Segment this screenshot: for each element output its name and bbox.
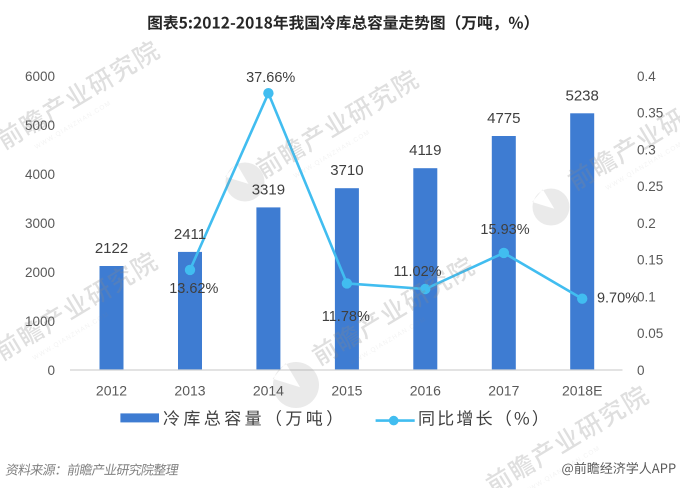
svg-text:0: 0 [47, 363, 55, 378]
svg-text:4775: 4775 [487, 110, 520, 127]
svg-text:11.02%: 11.02% [393, 264, 441, 280]
svg-text:2014: 2014 [253, 383, 284, 399]
svg-text:0: 0 [637, 363, 645, 378]
svg-text:2000: 2000 [25, 265, 55, 280]
svg-text:6000: 6000 [25, 69, 55, 84]
svg-text:0.05: 0.05 [637, 326, 663, 341]
svg-text:2013: 2013 [174, 383, 205, 399]
svg-text:13.62%: 13.62% [169, 281, 218, 297]
svg-text:15.93%: 15.93% [480, 222, 529, 238]
svg-text:2018E: 2018E [562, 383, 602, 399]
svg-text:9.70%: 9.70% [597, 291, 638, 307]
svg-text:0.1: 0.1 [637, 289, 656, 304]
svg-text:11.78%: 11.78% [322, 309, 370, 325]
svg-text:0.3: 0.3 [637, 142, 656, 157]
svg-text:5000: 5000 [25, 118, 55, 133]
svg-text:2012: 2012 [96, 383, 127, 399]
svg-text:3319: 3319 [252, 181, 285, 198]
svg-text:2017: 2017 [488, 383, 519, 399]
svg-text:2015: 2015 [331, 383, 362, 399]
svg-text:0.4: 0.4 [637, 69, 656, 84]
svg-text:4119: 4119 [409, 142, 441, 159]
svg-text:3000: 3000 [25, 216, 55, 231]
svg-text:37.66%: 37.66% [246, 70, 295, 86]
svg-text:0.2: 0.2 [637, 216, 656, 231]
svg-text:0.15: 0.15 [637, 253, 663, 268]
svg-text:3710: 3710 [330, 162, 363, 179]
svg-text:5238: 5238 [566, 87, 599, 104]
svg-text:2016: 2016 [410, 383, 441, 399]
svg-text:2122: 2122 [95, 240, 128, 257]
svg-text:2411: 2411 [174, 226, 206, 243]
svg-text:0.25: 0.25 [637, 179, 663, 194]
svg-text:4000: 4000 [25, 167, 55, 182]
svg-text:1000: 1000 [25, 314, 55, 329]
svg-text:0.35: 0.35 [637, 106, 663, 121]
